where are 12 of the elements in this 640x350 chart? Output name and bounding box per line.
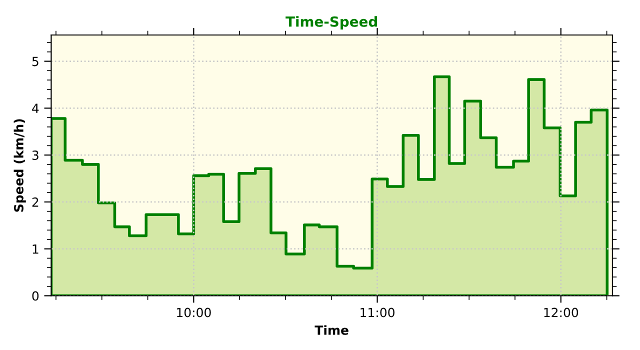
y-tick-label: 3 [32, 150, 38, 160]
y-tick-label: 2 [32, 197, 38, 207]
y-tick-label: 1 [32, 244, 38, 254]
x-tick-label: 12:00 [544, 308, 578, 318]
y-tick-label: 5 [32, 56, 38, 66]
x-tick-label: 11:00 [360, 308, 394, 318]
y-axis-title: Speed (km/h) [14, 119, 26, 212]
x-axis-title: Time [314, 325, 348, 335]
x-tick-label: 10:00 [177, 308, 211, 318]
y-tick-label: 4 [32, 104, 39, 113]
chart-title: Time-Speed [286, 16, 377, 30]
y-tick-label: 0 [32, 291, 39, 301]
